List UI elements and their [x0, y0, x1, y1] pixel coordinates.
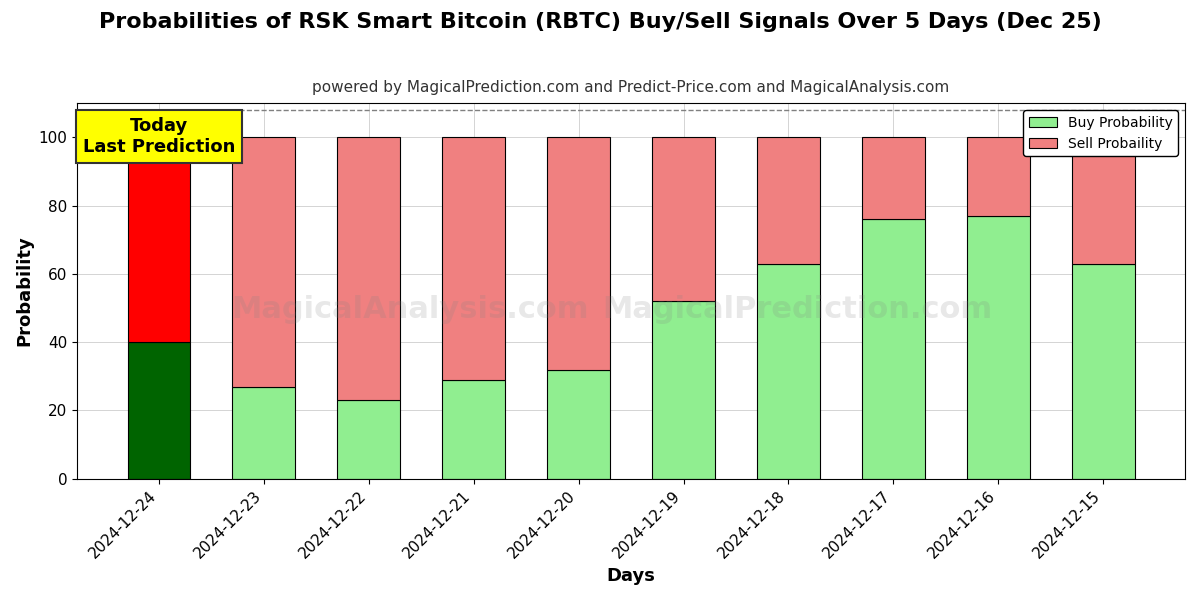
Bar	[862, 137, 925, 219]
Text: MagicalAnalysis.com: MagicalAnalysis.com	[230, 295, 588, 324]
Bar	[1072, 137, 1135, 263]
Bar	[862, 219, 925, 479]
Bar	[652, 137, 715, 301]
Text: Probabilities of RSK Smart Bitcoin (RBTC) Buy/Sell Signals Over 5 Days (Dec 25): Probabilities of RSK Smart Bitcoin (RBTC…	[98, 12, 1102, 32]
Bar	[967, 137, 1030, 216]
Bar	[337, 400, 401, 479]
Bar	[547, 370, 610, 479]
Bar	[127, 137, 191, 342]
Bar	[233, 386, 295, 479]
Bar	[652, 301, 715, 479]
Bar	[127, 342, 191, 479]
Bar	[967, 216, 1030, 479]
X-axis label: Days: Days	[607, 567, 655, 585]
Text: Today
Last Prediction: Today Last Prediction	[83, 117, 235, 155]
Bar	[1072, 263, 1135, 479]
Bar	[443, 137, 505, 380]
Text: MagicalPrediction.com: MagicalPrediction.com	[602, 295, 992, 324]
Bar	[233, 137, 295, 386]
Bar	[337, 137, 401, 400]
Y-axis label: Probability: Probability	[14, 236, 32, 346]
Bar	[443, 380, 505, 479]
Bar	[757, 263, 820, 479]
Title: powered by MagicalPrediction.com and Predict-Price.com and MagicalAnalysis.com: powered by MagicalPrediction.com and Pre…	[312, 80, 949, 95]
Legend: Buy Probability, Sell Probaility: Buy Probability, Sell Probaility	[1024, 110, 1178, 156]
Bar	[757, 137, 820, 263]
Bar	[547, 137, 610, 370]
